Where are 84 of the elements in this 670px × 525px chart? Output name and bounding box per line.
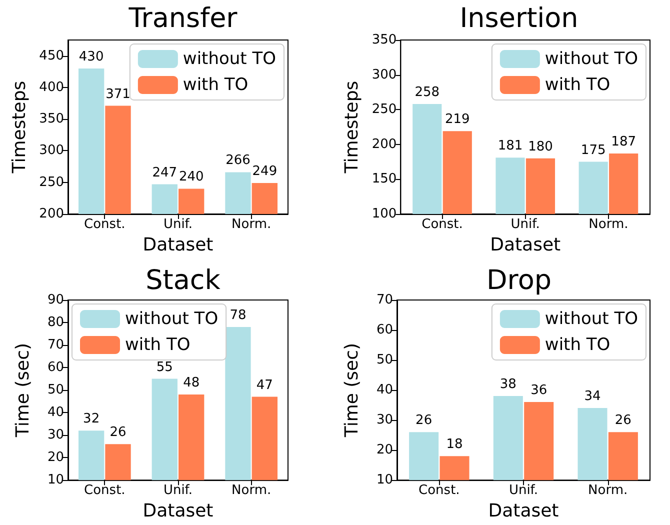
- y-tick-label: 10: [47, 472, 64, 488]
- y-tick-label: 70: [376, 292, 393, 308]
- data-label: 240: [178, 170, 204, 185]
- legend-label: without TO: [182, 49, 276, 69]
- x-tick-label: Const.: [422, 217, 463, 232]
- x-tick-label: Norm.: [588, 217, 628, 232]
- y-axis-title: Timesteps: [342, 80, 362, 174]
- x-axis-title: Dataset: [142, 234, 214, 256]
- data-label: 78: [230, 308, 246, 324]
- legend-label: without TO: [544, 49, 638, 69]
- y-tick-label: 350: [372, 32, 397, 48]
- data-label: 18: [446, 437, 463, 452]
- x-tick-label: Unif.: [510, 217, 540, 232]
- legend-label: with TO: [544, 335, 610, 355]
- y-axis-title: Time (sec): [342, 342, 362, 438]
- data-label: 266: [226, 153, 250, 168]
- data-label: 38: [500, 377, 516, 392]
- y-tick-label: 50: [47, 382, 64, 398]
- y-axis-title: Time (sec): [12, 342, 34, 438]
- data-label: 48: [183, 376, 200, 391]
- y-tick-label: 250: [39, 174, 64, 190]
- data-label: 47: [256, 378, 273, 393]
- chart-title: Stack: [146, 265, 221, 296]
- y-tick-label: 60: [376, 322, 393, 338]
- x-tick-label: Unif.: [163, 217, 193, 232]
- data-label: 371: [106, 86, 130, 102]
- y-tick-label: 350: [39, 112, 64, 127]
- y-tick-label: 200: [39, 206, 64, 222]
- data-label: 32: [83, 412, 100, 427]
- data-label: 175: [580, 142, 606, 158]
- data-label: 219: [444, 112, 470, 128]
- y-tick-label: 300: [39, 143, 64, 158]
- y-tick-label: 150: [372, 172, 397, 187]
- y-tick-label: 250: [372, 102, 397, 118]
- x-tick-label: Unif.: [508, 483, 538, 498]
- chart-title: Drop: [486, 265, 552, 296]
- x-tick-label: Norm.: [232, 483, 272, 498]
- data-label: 181: [498, 138, 523, 154]
- data-label: 247: [152, 165, 178, 180]
- legend-label: without TO: [125, 309, 218, 329]
- x-tick-label: Unif.: [163, 483, 193, 498]
- data-label: 187: [611, 134, 636, 150]
- y-tick-label: 300: [372, 67, 397, 82]
- y-tick-label: 450: [39, 48, 64, 64]
- y-tick-label: 20: [376, 442, 393, 458]
- y-tick-label: 90: [47, 292, 64, 308]
- y-tick-label: 70: [47, 338, 64, 353]
- x-tick-label: Norm.: [588, 483, 628, 498]
- data-label: 26: [110, 425, 126, 440]
- data-label: 26: [416, 413, 432, 428]
- x-axis-title: Dataset: [490, 234, 561, 256]
- data-label: 430: [78, 49, 104, 64]
- data-label: 26: [614, 413, 632, 428]
- y-tick-label: 40: [47, 405, 64, 420]
- legend-label: with TO: [125, 335, 190, 355]
- data-label: 55: [156, 360, 173, 375]
- y-tick-label: 40: [376, 382, 393, 398]
- x-tick-label: Norm.: [232, 217, 272, 232]
- y-axis-title: Timesteps: [8, 80, 30, 174]
- legend-label: with TO: [182, 75, 248, 95]
- chart-title: Insertion: [460, 3, 578, 34]
- x-axis-title: Dataset: [488, 500, 559, 522]
- y-tick-label: 200: [372, 136, 397, 152]
- y-tick-label: 400: [39, 80, 64, 95]
- x-tick-label: Const.: [418, 483, 460, 498]
- y-tick-label: 60: [47, 360, 64, 376]
- legend-label: with TO: [544, 75, 610, 95]
- y-tick-label: 80: [47, 315, 64, 330]
- data-label: 36: [530, 383, 548, 398]
- y-tick-label: 100: [372, 206, 397, 222]
- y-tick-label: 30: [47, 428, 64, 443]
- data-label: 249: [252, 164, 278, 179]
- x-tick-label: Const.: [84, 217, 126, 232]
- y-tick-label: 20: [47, 450, 64, 466]
- y-tick-label: 50: [376, 352, 393, 368]
- chart-title: Transfer: [128, 3, 238, 34]
- data-label: 34: [584, 389, 601, 404]
- data-label: 180: [528, 139, 553, 154]
- x-tick-label: Const.: [84, 483, 126, 498]
- legend-label: without TO: [544, 309, 638, 329]
- y-tick-label: 30: [376, 412, 393, 428]
- x-axis-title: Dataset: [142, 500, 214, 522]
- data-label: 258: [414, 85, 440, 100]
- y-tick-label: 10: [376, 472, 393, 488]
